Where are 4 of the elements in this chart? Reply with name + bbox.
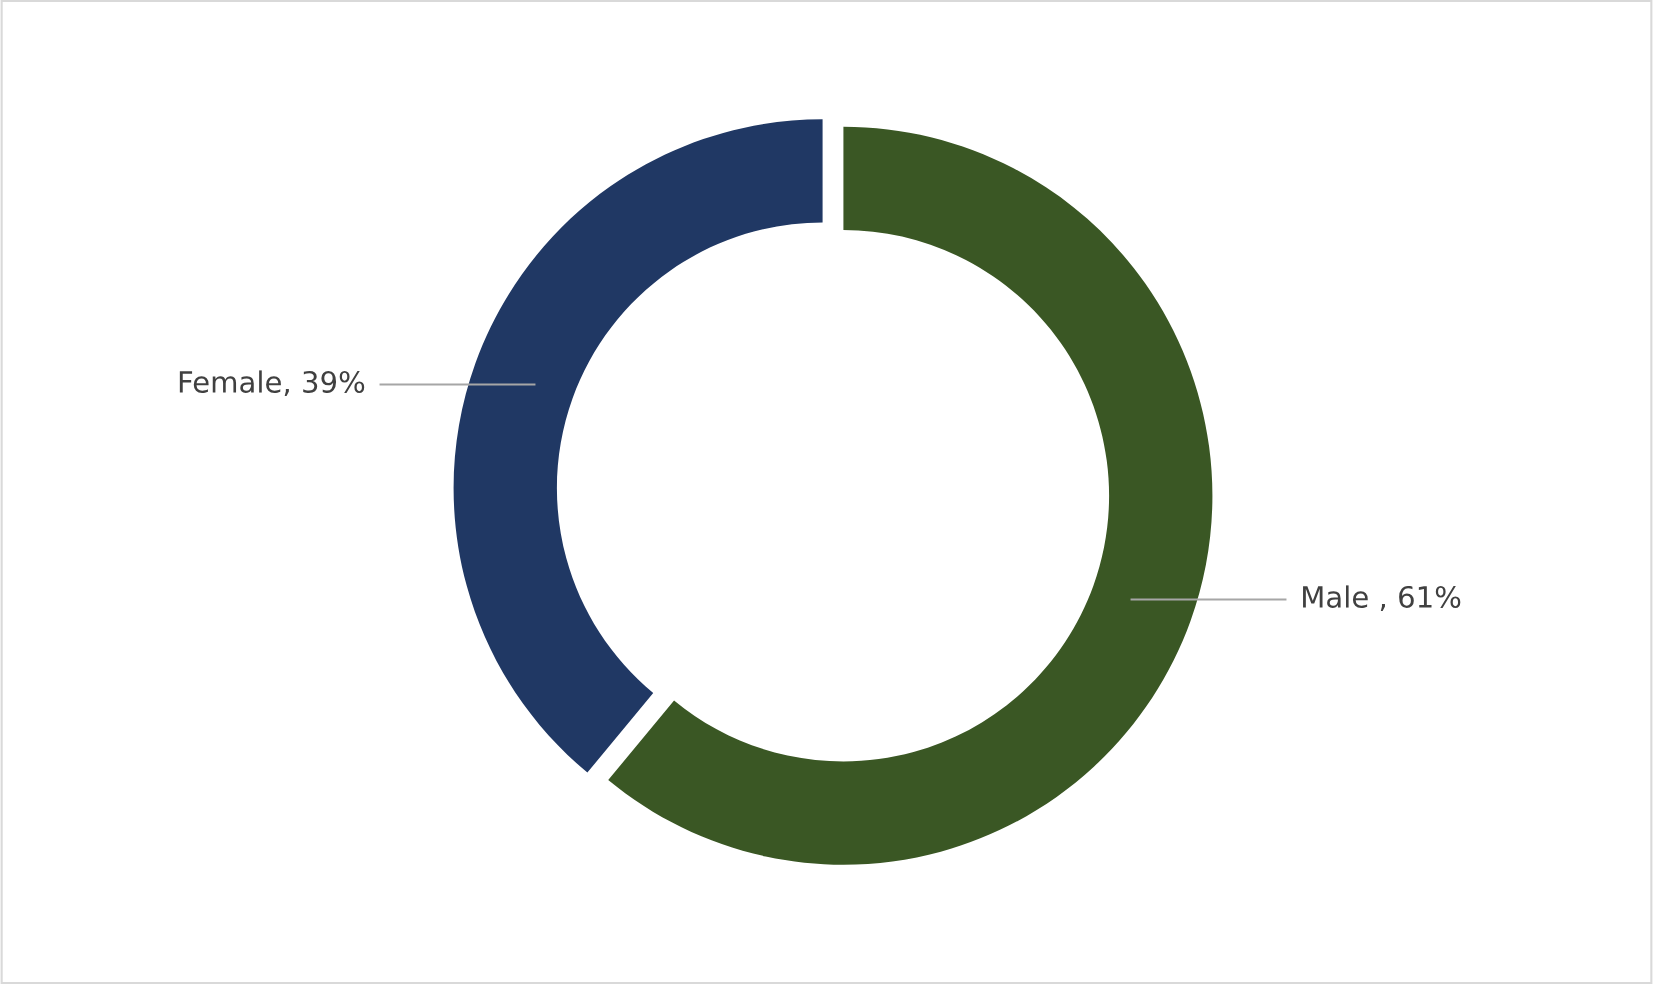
data-label: , 61% [1380, 585, 1461, 611]
data-label: , 39% [284, 370, 365, 396]
slice-label: Female [179, 370, 281, 393]
slice-label: Male [1303, 585, 1368, 608]
